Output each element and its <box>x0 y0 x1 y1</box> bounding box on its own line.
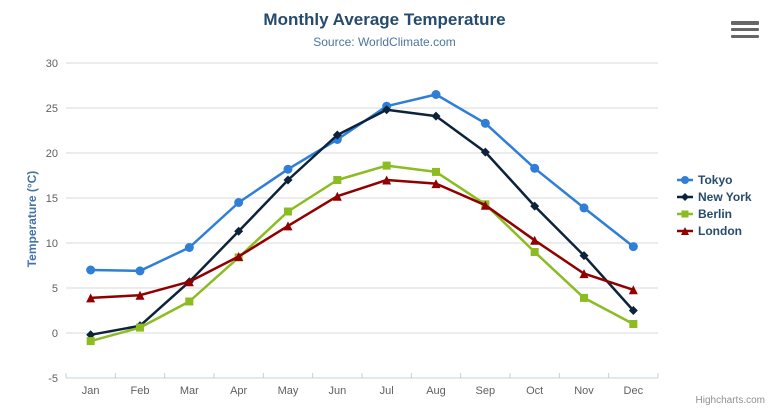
data-point-marker <box>86 337 95 346</box>
series-line-london <box>89 178 635 300</box>
x-tick-label: Jul <box>380 385 394 397</box>
y-tick-label: 25 <box>46 103 58 115</box>
data-point-marker <box>184 277 194 287</box>
data-point-marker <box>579 203 589 213</box>
legend-label: London <box>698 223 742 238</box>
legend-label: Berlin <box>698 206 733 221</box>
data-point-marker <box>332 191 342 201</box>
data-point-marker <box>234 252 244 261</box>
data-point-marker <box>432 167 440 176</box>
data-point-marker <box>234 226 244 236</box>
legend-label: Tokyo <box>698 172 733 187</box>
x-tick-label: Dec <box>624 385 644 397</box>
data-point-marker <box>681 175 689 184</box>
triangle-legend-marker-icon <box>677 226 693 235</box>
data-point-marker <box>431 179 441 189</box>
x-tick-label: May <box>278 385 299 397</box>
data-point-marker <box>382 175 392 185</box>
data-point-marker <box>579 269 589 279</box>
data-point-marker <box>530 163 540 173</box>
x-tick-label: Mar <box>180 385 199 397</box>
data-point-marker <box>480 200 490 210</box>
y-axis-title: Temperature (°C) <box>25 170 39 268</box>
menu-bar <box>731 27 759 32</box>
data-point-marker <box>86 330 96 340</box>
data-point-marker <box>681 210 689 217</box>
data-point-marker <box>136 323 144 332</box>
y-tick-label: 15 <box>46 193 58 205</box>
data-point-marker <box>579 251 589 261</box>
x-tick-label: Aug <box>426 385 446 397</box>
legend-item-berlin[interactable]: Berlin <box>677 205 752 222</box>
data-point-marker <box>86 293 96 303</box>
y-tick-label: 0 <box>52 328 58 340</box>
legend-item-tokyo[interactable]: Tokyo <box>677 171 752 188</box>
data-point-marker <box>431 90 441 99</box>
legend-item-new-york[interactable]: New York <box>677 188 752 205</box>
data-point-marker <box>283 175 293 185</box>
y-tick-label: 5 <box>52 283 58 295</box>
series-line-tokyo <box>89 93 635 273</box>
data-point-marker <box>184 243 194 252</box>
data-point-marker <box>628 285 638 295</box>
data-point-marker <box>530 248 539 256</box>
data-point-marker <box>480 147 490 157</box>
legend-item-london[interactable]: London <box>677 222 752 239</box>
x-tick-label: Apr <box>230 385 247 397</box>
series-london[interactable] <box>86 175 638 303</box>
x-tick-label: Nov <box>574 385 594 397</box>
data-point-marker <box>681 226 689 235</box>
x-tick-label: Jan <box>82 385 100 397</box>
data-point-marker <box>135 290 145 300</box>
hamburger-menu-icon[interactable] <box>731 21 759 38</box>
x-tick-label: Jun <box>328 385 346 397</box>
data-point-marker <box>283 221 293 231</box>
series-line-new-york <box>89 108 635 337</box>
data-point-marker <box>283 164 293 174</box>
data-point-marker <box>185 297 194 306</box>
x-tick-label: Oct <box>526 385 543 397</box>
x-tick-label: Sep <box>476 385 496 397</box>
data-point-marker <box>629 320 638 328</box>
legend: Tokyo New York Berlin London <box>677 171 752 239</box>
data-point-marker <box>681 192 689 201</box>
y-tick-label: -5 <box>48 373 58 385</box>
data-point-marker <box>382 161 391 170</box>
data-point-marker <box>382 105 392 115</box>
highcharts-credit-link[interactable]: Highcharts.com <box>695 395 765 406</box>
x-tick-label: Feb <box>131 385 150 397</box>
square-legend-marker-icon <box>677 210 693 217</box>
data-point-marker <box>628 306 638 315</box>
y-tick-label: 30 <box>46 58 58 70</box>
data-point-marker <box>530 235 540 245</box>
legend-label: New York <box>698 189 752 204</box>
data-point-marker <box>333 176 342 184</box>
data-point-marker <box>332 130 342 140</box>
data-point-marker <box>480 118 490 128</box>
data-point-marker <box>284 207 292 216</box>
series-tokyo[interactable] <box>86 90 638 276</box>
data-point-marker <box>530 201 540 211</box>
data-point-marker <box>628 242 638 252</box>
data-point-marker <box>234 198 244 207</box>
data-point-marker <box>86 265 96 275</box>
chart-subtitle: Source: WorldClimate.com <box>313 35 456 49</box>
y-tick-label: 10 <box>46 238 58 250</box>
diamond-legend-marker-icon <box>677 192 693 201</box>
data-point-marker <box>431 111 441 121</box>
data-point-marker <box>580 293 588 302</box>
menu-bar <box>731 34 759 38</box>
y-tick-label: 20 <box>46 148 58 160</box>
data-point-marker <box>135 266 145 276</box>
chart-title: Monthly Average Temperature <box>263 10 506 29</box>
series-line-berlin <box>89 164 635 343</box>
circle-legend-marker-icon <box>677 175 693 184</box>
menu-bar <box>731 21 759 25</box>
series-new-york[interactable] <box>86 105 638 340</box>
